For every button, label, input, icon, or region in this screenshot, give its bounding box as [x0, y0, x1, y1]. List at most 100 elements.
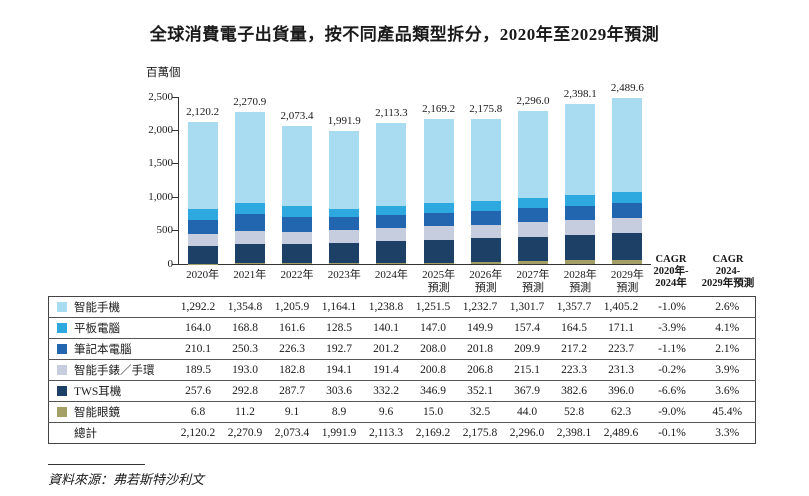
x-axis-label: 2024年 [374, 269, 408, 281]
y-axis-unit-label: 百萬個 [146, 67, 181, 79]
x-axis-label-line2: 預測 [427, 281, 450, 294]
table-value-cell: 193.0 [221, 359, 269, 381]
y-axis-tick-label: 2,500 [148, 90, 173, 103]
table-value-cell: 1,238.8 [362, 296, 410, 318]
cagr-header-2020-2024: CAGR 2020年- 2024年 [642, 254, 700, 290]
legend-swatch-icon [57, 323, 67, 333]
table-row: 筆記本電腦 210.1 250.3 226.3 192.7 201.2 208.0 201.8… [48, 338, 756, 360]
bar-total-label: 2,113.3 [375, 106, 408, 119]
bar-segment-筆記本電腦 [470, 211, 501, 225]
table-value-cell: 201.2 [362, 338, 410, 360]
x-axis-category: 2020年 [175, 269, 230, 282]
bar-segment-TWS耳機 [234, 243, 265, 264]
bar-total-label: 2,175.8 [469, 102, 503, 115]
x-axis-label: 2025年 [422, 269, 456, 281]
x-axis-category: 2028年 預測 [553, 269, 608, 294]
bar-segment-智能手錶／手環 [565, 220, 596, 235]
table-value-cell: 44.0 [503, 401, 551, 423]
table-row: 智能手機 1,292.2 1,354.8 1,205.9 1,164.1 1,238.8 1… [48, 296, 756, 318]
row-label: 筆記本電腦 [74, 344, 132, 356]
bar-total-label: 2,398.1 [563, 87, 597, 100]
bar-segment-筆記本電腦 [329, 217, 360, 231]
x-axis-label: 2027年 [516, 269, 550, 281]
table-value-cell: 382.6 [550, 380, 598, 402]
bar-segment-智能手錶／手環 [376, 228, 407, 242]
table-value-cell: -0.2% [644, 359, 700, 381]
table-value-cell: 2,398.1 [556, 427, 592, 439]
bar-segment-智能手錶／手環 [612, 217, 643, 234]
x-axis-label: 2026年 [469, 269, 503, 281]
table-row: 總計 2,120.2 2,270.9 2,073.4 1,991.9 2,113.3 2,1… [49, 423, 756, 444]
row-label-cell: 智能手機 [48, 296, 175, 318]
y-axis-tick-mark [172, 129, 179, 132]
bar-segment-智能手錶／手環 [234, 230, 265, 244]
y-axis-tick-mark [172, 230, 179, 232]
table-value-cell: 287.7 [268, 380, 316, 402]
legend-swatch-icon [57, 407, 67, 417]
bar-segment-TWS耳機 [187, 246, 218, 264]
table-value-cell: 164.5 [550, 317, 598, 339]
table-value-cell: 2,120.2 [180, 427, 216, 439]
x-axis-category: 2021年 [222, 269, 277, 282]
table-value-cell: 9.1 [268, 401, 316, 423]
table-value-cell: 15.0 [409, 401, 457, 423]
source-divider-line [48, 464, 145, 465]
bar-segment-筆記本電腦 [234, 214, 265, 231]
bar-segment-TWS耳機 [376, 241, 407, 264]
table-value-cell: 147.0 [409, 317, 457, 339]
x-axis-label: 2020年 [186, 269, 220, 281]
legend-swatch-icon [57, 386, 67, 396]
table-value-cell: 250.3 [221, 338, 269, 360]
table-value-cell: 2,296.0 [509, 427, 545, 439]
table-value-cell: 191.4 [362, 359, 410, 381]
bar-segment-智能手錶／手環 [518, 222, 548, 237]
bar-segment-智能手機 [612, 97, 643, 192]
table-value-cell: 52.8 [550, 401, 598, 423]
table-row: 智能手錶／手環 189.5 193.0 182.8 194.1 191.4 200.8 206… [48, 359, 756, 381]
table-value-cell: 2,270.9 [227, 427, 263, 439]
bar-segment-智能手錶／手環 [470, 224, 501, 239]
x-axis-category: 2023年 [317, 269, 372, 282]
bar-segment-智能手機 [329, 130, 360, 209]
table-value-cell: 32.5 [456, 401, 504, 423]
bar-segment-筆記本電腦 [423, 212, 454, 227]
x-axis-label-line2: 預測 [569, 281, 592, 294]
row-label: 智能眼鏡 [74, 407, 120, 419]
cagr-header-line: 2024- [715, 266, 741, 277]
legend-swatch-icon [57, 365, 67, 375]
x-axis-category: 2024年 [364, 269, 419, 282]
table-value-cell: -1.0% [644, 296, 700, 318]
bar-segment-TWS耳機 [470, 238, 501, 262]
table-value-cell: 1,164.1 [315, 296, 363, 318]
table-value-cell: 200.8 [409, 359, 457, 381]
cagr-header-line: 2020年- [653, 266, 689, 277]
bar-segment-筆記本電腦 [565, 205, 596, 220]
bar-total-label: 2,073.4 [280, 109, 314, 122]
table-value-cell: 332.2 [362, 380, 410, 402]
table-value-cell: 1,301.7 [503, 296, 551, 318]
cagr-header-2024-2029: CAGR 2024- 2029年預測 [694, 254, 762, 290]
cagr-header-line: CAGR [712, 254, 744, 265]
bar-segment-智能手機 [187, 122, 218, 209]
bar-segment-智能手機 [423, 119, 454, 203]
bar-segment-智能手機 [234, 112, 265, 203]
bar-segment-筆記本電腦 [518, 208, 548, 223]
table-value-cell: 367.9 [503, 380, 551, 402]
bar-segment-智能眼鏡 [329, 263, 360, 264]
table-value-cell: -1.1% [644, 338, 700, 360]
bar-segment-筆記本電腦 [187, 219, 218, 234]
table-value-cell: 1,354.8 [221, 296, 269, 318]
bar-total-label: 1,991.9 [327, 114, 361, 127]
table-value-cell: 217.2 [550, 338, 598, 360]
row-label-cell: 智能眼鏡 [48, 401, 175, 423]
table-row: 智能眼鏡 6.8 11.2 9.1 8.9 9.6 15.0 32.5 44.0 52.8 62.3… [48, 401, 756, 423]
table-value-cell: 2,073.4 [274, 427, 310, 439]
bar-total-label: 2,489.6 [610, 81, 644, 94]
y-axis-tick-mark [172, 196, 179, 198]
x-axis-category: 2025年 預測 [411, 269, 466, 294]
table-value-cell: 128.5 [315, 317, 363, 339]
bar-segment-智能眼鏡 [612, 259, 643, 264]
table-value-cell: 3.3% [715, 427, 740, 439]
bar-segment-TWS耳機 [518, 236, 548, 262]
table-value-cell: 194.1 [315, 359, 363, 381]
